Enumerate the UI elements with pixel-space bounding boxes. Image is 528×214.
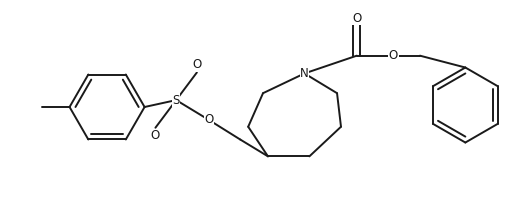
- Text: O: O: [151, 129, 160, 142]
- Text: O: O: [204, 113, 213, 126]
- Text: O: O: [192, 58, 202, 71]
- Text: O: O: [389, 49, 398, 62]
- Text: S: S: [173, 94, 180, 107]
- Text: O: O: [352, 12, 361, 25]
- Text: N: N: [300, 67, 309, 80]
